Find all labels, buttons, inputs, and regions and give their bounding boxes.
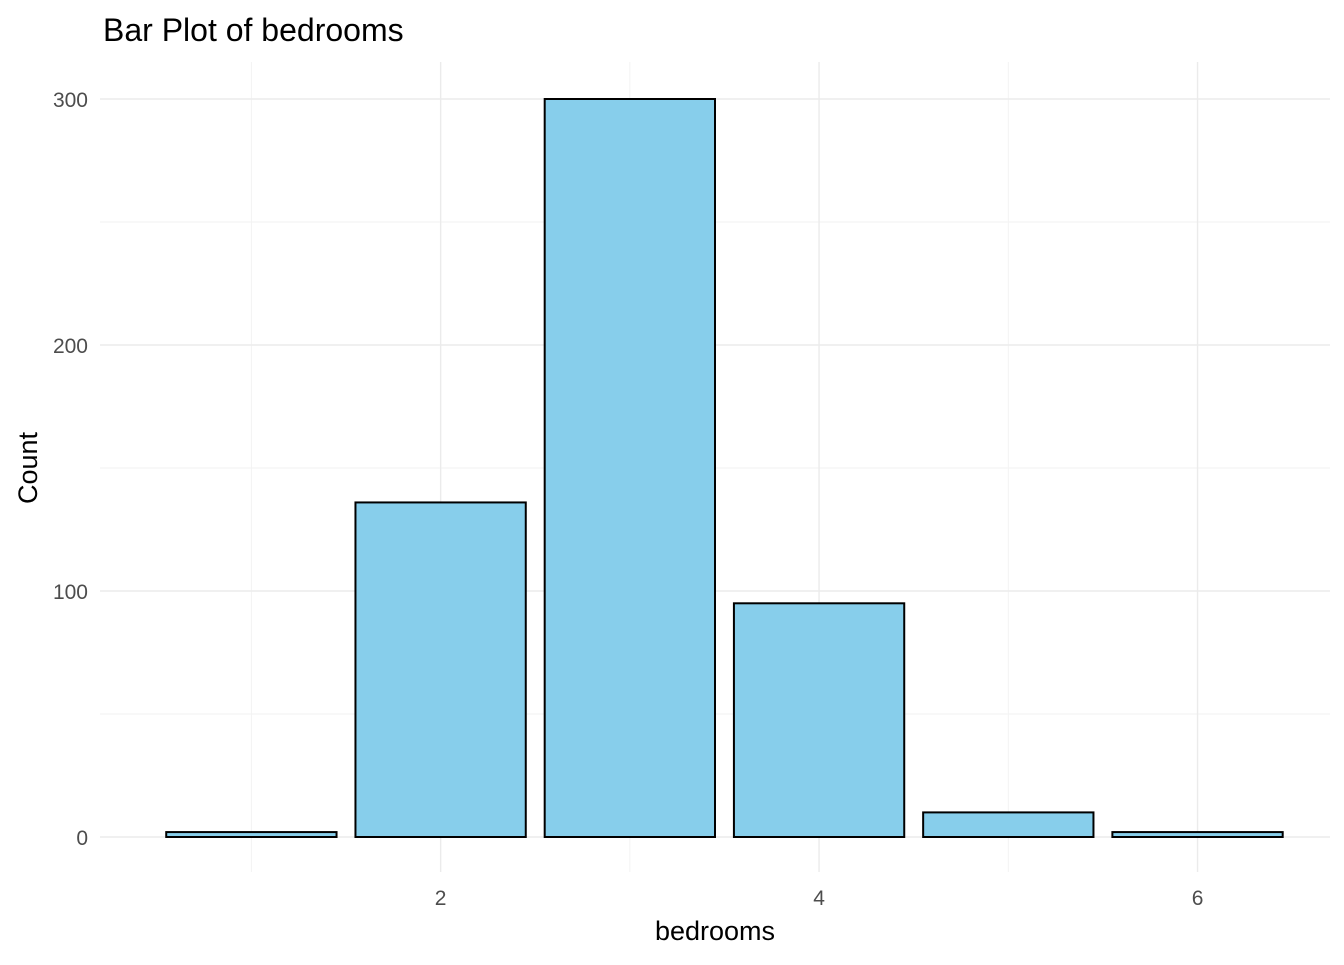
x-axis-title: bedrooms (655, 916, 775, 946)
y-axis-title: Count (13, 431, 43, 504)
x-tick-label: 2 (435, 887, 447, 910)
bar-bedrooms-6 (1111, 831, 1284, 839)
bar-bedrooms-5 (922, 811, 1095, 839)
chart-title: Bar Plot of bedrooms (103, 12, 404, 48)
y-tick-label: 300 (53, 89, 88, 112)
bar-bedrooms-4 (732, 602, 906, 838)
x-tick-label: 4 (813, 887, 825, 910)
bar-bedrooms-2 (354, 501, 527, 838)
y-tick-label: 0 (76, 827, 88, 850)
y-tick-label: 100 (53, 581, 88, 604)
y-tick-label: 200 (53, 335, 88, 358)
tick-label-layer: 2 4 6 0 100 200 300 (53, 89, 1203, 910)
bar-layer (165, 98, 1284, 839)
bar-bedrooms-3 (543, 98, 717, 838)
bar-bedrooms-1 (165, 831, 338, 839)
x-tick-label: 6 (1192, 887, 1204, 910)
